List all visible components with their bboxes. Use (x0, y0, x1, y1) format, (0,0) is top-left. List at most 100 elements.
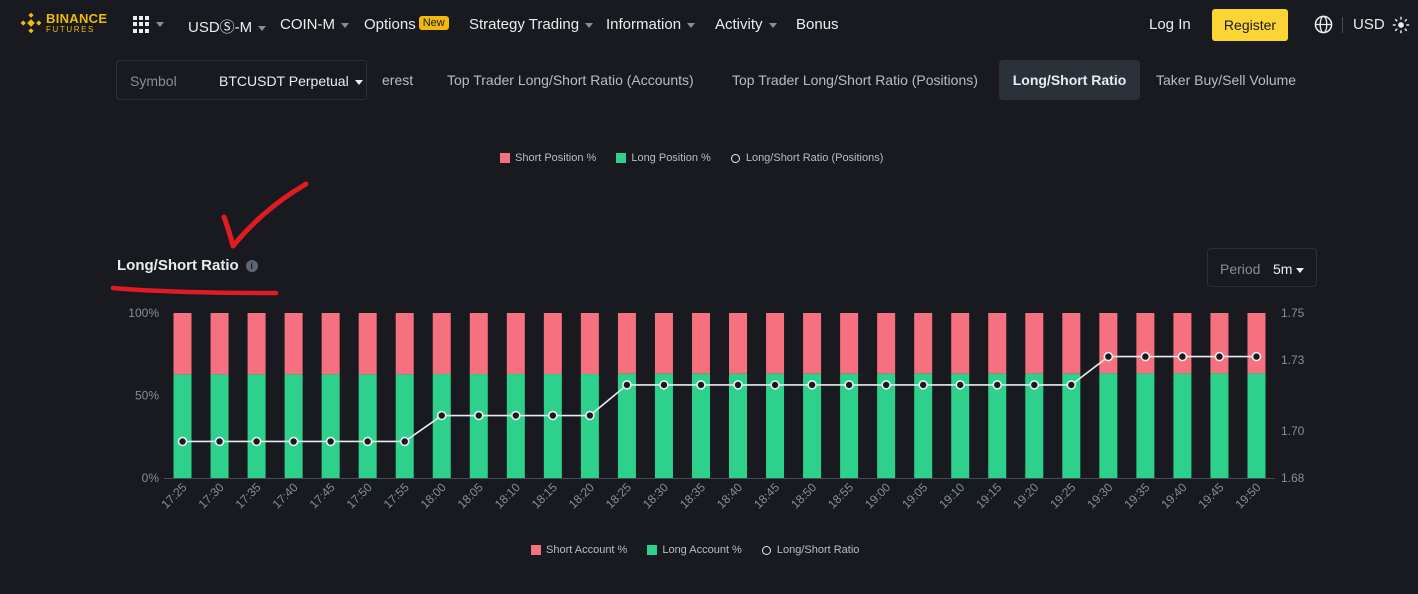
short-account-bar (1062, 313, 1081, 374)
short-account-bar (210, 313, 229, 375)
x-tick-label: 19:45 (1195, 480, 1226, 511)
x-tick-label: 19:20 (1010, 480, 1041, 511)
x-tick-label: 17:50 (344, 480, 375, 511)
short-account-bar (469, 313, 488, 375)
ratio-point (511, 410, 521, 421)
legend-circle-icon (761, 545, 771, 555)
short-account-bar (654, 313, 673, 374)
nav-coinm[interactable]: COIN-M (280, 16, 349, 33)
x-tick-label: 19:40 (1158, 480, 1189, 511)
theme-toggle-icon[interactable] (1392, 16, 1410, 34)
long-account-bar (321, 374, 340, 478)
y-right-tick-label: 1.68 (1281, 471, 1305, 485)
short-account-bar (395, 313, 414, 375)
y-right-tick-label: 1.73 (1281, 353, 1305, 367)
tab-open-interest[interactable]: erest (382, 72, 414, 88)
currency-selector[interactable]: USD (1353, 16, 1385, 33)
long-account-bar (395, 374, 414, 478)
symbol-selector[interactable]: Symbol BTCUSDT Perpetual (116, 60, 367, 100)
legend-circle-icon (730, 153, 740, 163)
long-account-bar (580, 374, 599, 478)
top-nav: BINANCE FUTURES USDⓈ-M COIN-M Options New… (0, 0, 1418, 50)
x-tick-label: 19:15 (973, 480, 1004, 511)
short-account-bar (691, 313, 710, 374)
x-tick-label: 17:55 (381, 480, 412, 511)
legend-long-account[interactable]: Long Account % (647, 544, 742, 556)
x-tick-label: 18:10 (492, 480, 523, 511)
logo-wordmark: BINANCE (46, 11, 108, 26)
ratio-point (288, 436, 299, 447)
long-account-bar (1136, 373, 1155, 478)
period-selector[interactable]: Period 5m (1207, 248, 1317, 287)
legend-long-position[interactable]: Long Position % (616, 152, 711, 164)
long-account-bar (840, 373, 859, 478)
short-account-bar (840, 313, 859, 374)
x-tick-label: 18:25 (603, 480, 634, 511)
x-tick-label: 19:00 (862, 480, 893, 511)
ratio-point (807, 380, 817, 390)
legend-ratio-positions[interactable]: Long/Short Ratio (Positions) (730, 152, 883, 164)
x-tick-label: 19:25 (1047, 480, 1078, 511)
ratio-point (1214, 351, 1225, 362)
long-account-bar (1099, 373, 1118, 478)
register-button[interactable]: Register (1212, 9, 1288, 41)
short-account-bar (988, 313, 1007, 374)
x-tick-label: 18:55 (825, 480, 856, 511)
chevron-down-icon (341, 22, 349, 28)
ratio-point (585, 410, 595, 421)
nav-options[interactable]: Options New (364, 16, 449, 33)
long-account-bar (506, 374, 525, 478)
x-tick-label: 17:25 (159, 480, 190, 511)
short-account-bar (1136, 313, 1155, 374)
ratio-point (177, 436, 188, 447)
login-link[interactable]: Log In (1149, 16, 1191, 33)
legend-long-short-ratio[interactable]: Long/Short Ratio (761, 544, 859, 556)
nav-usdm[interactable]: USDⓈ-M (188, 16, 267, 37)
tab-long-short-ratio[interactable]: Long/Short Ratio (999, 60, 1140, 100)
ratio-point (955, 380, 966, 390)
long-account-bar (432, 374, 451, 478)
info-icon[interactable]: i (245, 259, 258, 272)
short-account-bar (543, 313, 562, 375)
legend-short-position[interactable]: Short Position % (500, 152, 596, 164)
short-account-bar (766, 313, 785, 374)
long-account-bar (358, 374, 377, 478)
nav-information[interactable]: Information (606, 16, 696, 33)
nav-strategy-trading[interactable]: Strategy Trading (469, 16, 594, 33)
binance-logo[interactable]: BINANCE FUTURES (20, 12, 107, 34)
apps-menu[interactable] (133, 16, 164, 33)
bottom-chart-legend: Short Account % Long Account % Long/Shor… (531, 544, 879, 556)
long-account-bar (247, 374, 266, 478)
short-account-bar (358, 313, 377, 375)
long-account-bar (1247, 373, 1266, 478)
short-account-bar (432, 313, 451, 375)
long-account-bar (803, 373, 822, 478)
x-tick-label: 18:40 (714, 480, 745, 511)
x-tick-label: 19:35 (1121, 480, 1152, 511)
legend-short-account[interactable]: Short Account % (531, 544, 627, 556)
chevron-down-icon (585, 22, 594, 28)
nav-activity[interactable]: Activity (715, 16, 777, 33)
long-account-bar (617, 373, 636, 478)
long-account-bar (877, 373, 896, 478)
long-account-bar (1062, 373, 1081, 478)
short-account-bar (247, 313, 266, 375)
tab-top-trader-accounts[interactable]: Top Trader Long/Short Ratio (Accounts) (447, 72, 694, 88)
nav-bonus[interactable]: Bonus (796, 16, 839, 33)
ratio-point (1177, 351, 1188, 362)
ratio-point (1066, 380, 1077, 390)
chevron-down-icon (156, 22, 164, 27)
ratio-point (325, 436, 336, 447)
tab-taker-volume[interactable]: Taker Buy/Sell Volume (1156, 72, 1297, 88)
legend-swatch (500, 153, 510, 163)
short-account-bar (1173, 313, 1192, 374)
globe-icon[interactable] (1314, 15, 1333, 34)
ratio-point (918, 380, 928, 390)
top-chart-legend: Short Position % Long Position % Long/Sh… (500, 152, 903, 164)
tab-top-trader-positions[interactable]: Top Trader Long/Short Ratio (Positions) (732, 72, 978, 88)
x-tick-label: 18:45 (751, 480, 782, 511)
ratio-point (1251, 351, 1262, 362)
x-tick-label: 18:15 (529, 480, 560, 511)
x-tick-label: 17:45 (307, 480, 338, 511)
